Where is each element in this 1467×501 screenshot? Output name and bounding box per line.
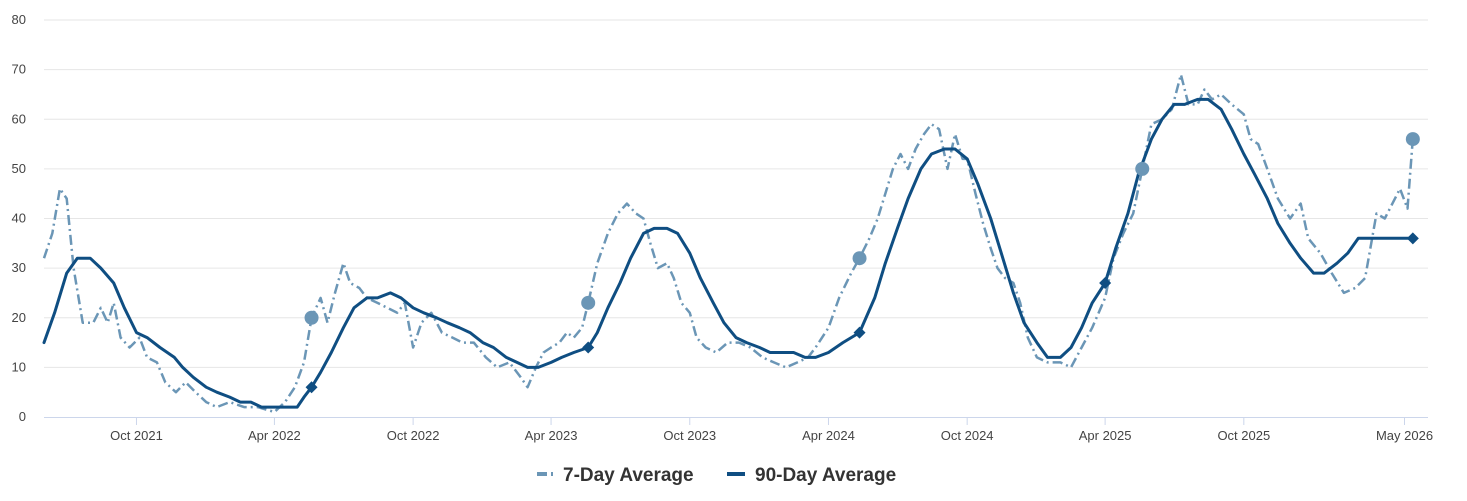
- legend: 7-Day Average 90-Day Average: [537, 465, 896, 486]
- x-tick-label-3: Apr 2023: [525, 428, 578, 443]
- x-tick-label-2: Oct 2022: [387, 428, 440, 443]
- y-tick-label-80: 80: [12, 12, 26, 27]
- legend-label-90-day: 90-Day Average: [755, 465, 896, 486]
- series-line-90-day: [42, 97, 1415, 409]
- x-tick-label-5: Apr 2024: [802, 428, 855, 443]
- y-tick-label-10: 10: [12, 359, 26, 374]
- marker-90-day-4[interactable]: [1406, 232, 1419, 245]
- series-markers: [304, 132, 1420, 394]
- x-tick-label-9: May 2026: [1376, 428, 1433, 443]
- y-tick-label-50: 50: [12, 161, 26, 176]
- x-tick-label-6: Oct 2024: [941, 428, 994, 443]
- marker-7-day-4[interactable]: [1405, 132, 1420, 147]
- x-tick-label-4: Oct 2023: [663, 428, 716, 443]
- legend-item-90-day[interactable]: 90-Day Average: [727, 465, 896, 486]
- y-tick-label-60: 60: [12, 111, 26, 126]
- series-line-7-day: [42, 73, 1415, 414]
- x-tick-label-0: Oct 2021: [110, 428, 163, 443]
- marker-7-day-1[interactable]: [581, 295, 596, 310]
- marker-90-day-2[interactable]: [853, 326, 866, 339]
- marker-7-day-2[interactable]: [852, 251, 867, 266]
- y-tick-label-40: 40: [12, 211, 26, 226]
- marker-90-day-0[interactable]: [305, 381, 318, 394]
- x-axis-ticks: Oct 2021 Apr 2022 Oct 2022 Apr 2023 Oct 2023…: [110, 417, 1433, 443]
- x-tick-label-8: Oct 2025: [1217, 428, 1270, 443]
- y-axis-ticks: 0 10 20 30 40 50 60 70 80: [12, 12, 26, 424]
- legend-item-7-day[interactable]: 7-Day Average: [537, 465, 694, 486]
- y-tick-label-30: 30: [12, 260, 26, 275]
- y-tick-label-20: 20: [12, 310, 26, 325]
- x-tick-label-7: Apr 2025: [1079, 428, 1132, 443]
- grid-lines: [44, 19, 1428, 368]
- marker-7-day-3[interactable]: [1135, 161, 1150, 176]
- y-tick-label-0: 0: [19, 409, 26, 424]
- x-tick-label-1: Apr 2022: [248, 428, 301, 443]
- marker-90-day-1[interactable]: [582, 341, 595, 354]
- legend-label-7-day: 7-Day Average: [563, 465, 694, 486]
- marker-7-day-0[interactable]: [304, 310, 319, 325]
- y-tick-label-70: 70: [12, 62, 26, 77]
- series-lines: [42, 73, 1415, 414]
- marker-90-day-3[interactable]: [1099, 277, 1112, 290]
